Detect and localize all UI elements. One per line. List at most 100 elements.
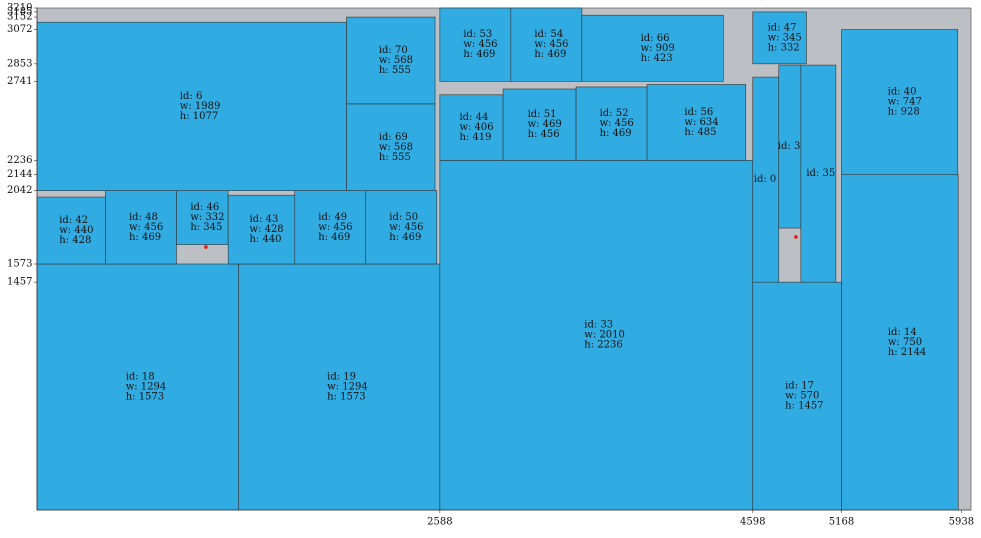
item-label: h: 555 [379,65,411,76]
item-label: h: 555 [379,152,411,163]
item-label: h: 419 [459,132,491,143]
item-label: id: 6 [180,91,203,102]
item-label: id: 49 [318,212,347,223]
y-tick-label: 2236 [7,155,32,166]
item-label: id: 35 [806,168,835,179]
y-tick-label: 3072 [7,24,32,35]
item-label: w: 634 [684,117,718,128]
item-label: h: 456 [528,129,560,140]
item-label: h: 440 [249,234,281,245]
y-tick-label: 2741 [7,76,32,87]
item [752,11,807,65]
item-label: h: 1573 [327,392,365,403]
item-label: w: 406 [459,122,493,133]
item-label: w: 1294 [126,382,167,393]
item-label: w: 469 [528,119,562,130]
item-label: h: 1573 [126,392,164,403]
y-tick-label: 3185 [7,6,32,17]
item [510,7,583,82]
item-label: w: 1294 [327,382,368,393]
item-label: h: 469 [389,232,421,243]
item [176,190,229,245]
item-label: id: 48 [129,212,158,223]
item [646,84,747,161]
item-label: w: 428 [249,224,283,235]
item-label: h: 469 [600,128,632,139]
item [365,190,438,265]
item [36,263,239,511]
item-label: h: 2236 [584,340,622,351]
y-tick-label: 2144 [7,169,32,180]
item-label: id: 43 [249,214,278,225]
item-label: h: 1077 [180,111,218,122]
item-label: id: 42 [59,215,88,226]
item-label: w: 456 [318,222,352,233]
item [581,14,724,82]
item-label: id: 46 [190,202,219,213]
item [439,160,754,511]
item [346,103,436,191]
item-label: id: 33 [584,320,613,331]
item-label: w: 456 [534,39,568,50]
item-label: h: 1457 [785,401,823,412]
item-label: h: 428 [59,235,91,246]
item-label: id: 17 [785,381,814,392]
item-label: id: 0 [754,174,777,185]
y-tick-label: 3210 [7,3,32,14]
item [346,16,436,105]
item-label: w: 1989 [180,101,221,112]
item-label: h: 469 [129,232,161,243]
item-label: id: 44 [459,112,488,123]
item [238,263,441,511]
x-tick-label: 2588 [427,517,452,528]
item-label: h: 469 [318,232,350,243]
item-label: w: 909 [641,43,675,54]
y-tick-label: 1457 [7,277,32,288]
x-tick-label: 5168 [829,517,854,528]
item-label: w: 568 [379,55,413,66]
item-label: h: 485 [684,127,716,138]
item [294,190,367,265]
item-label: id: 54 [534,29,563,40]
item-label: id: 18 [126,372,155,383]
item-label: h: 345 [190,222,222,233]
x-tick-label: 4598 [740,517,765,528]
point [794,235,798,239]
item [841,174,959,511]
item-label: id: 53 [463,29,492,40]
item-label: h: 2144 [888,347,926,358]
item-label: w: 750 [888,337,922,348]
item-label: h: 332 [768,42,800,53]
item-label: id: 69 [379,132,408,143]
item-label: w: 747 [888,97,922,108]
item [439,7,512,82]
item-label: id: 56 [684,107,713,118]
y-tick-label: 3152 [7,12,32,23]
item-label: h: 928 [888,107,920,118]
item-label: h: 469 [534,49,566,60]
item [752,76,780,283]
item-label: w: 456 [129,222,163,233]
item-label: id: 47 [768,22,797,33]
point [204,245,208,249]
item-label: w: 332 [190,212,224,223]
y-tick-label: 2853 [7,58,32,69]
item-label: id: 51 [528,109,557,120]
y-tick-label: 2042 [7,185,32,196]
item [105,190,177,265]
item-label: id: 50 [389,212,418,223]
item-label: w: 456 [463,39,497,50]
item-label: w: 440 [59,225,93,236]
item-label: id: 66 [641,33,670,44]
item-label: w: 568 [379,142,413,153]
item [800,64,837,283]
item-label: w: 456 [600,118,634,129]
item [841,29,959,176]
item-label: id: 19 [327,372,356,383]
item-label: w: 2010 [584,330,625,341]
item [439,94,504,161]
item-label: w: 570 [785,391,819,402]
x-tick-label: 5938 [949,517,974,528]
y-tick-label: 1573 [7,259,32,270]
